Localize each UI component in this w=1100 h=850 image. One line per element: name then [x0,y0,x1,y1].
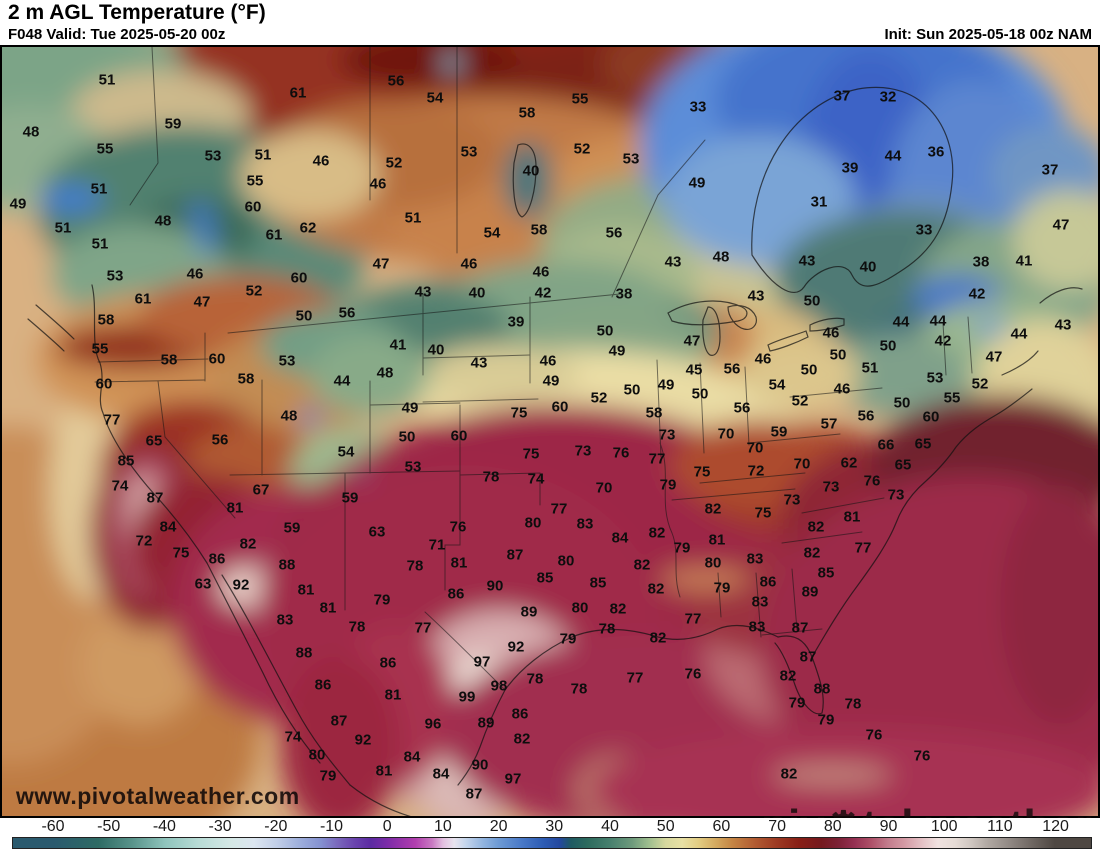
colorbar-tick: -20 [264,818,288,835]
colorbar-tick: -50 [97,818,121,835]
colorbar-tick: 90 [879,818,898,835]
site-watermark: www.pivotalweather.com [16,783,300,809]
colorbar-tick: -40 [152,818,176,835]
colorbar-tick: 10 [433,818,452,835]
colorbar-tick: 40 [601,818,619,835]
colorbar-tick: -10 [319,818,344,835]
colorbar-tick: 20 [489,818,508,835]
colorbar-tick-labels: -60 -50 -40 -30 -20 -10 0 10 20 30 40 50 60 70 80 90 100… [0,818,1100,836]
colorbar-tick: 120 [1042,818,1069,835]
colorbar-tick: 60 [712,818,731,835]
colorbar-tick: 70 [768,818,786,835]
colorbar-tick: 80 [823,818,842,835]
colorbar-tick: 100 [930,818,958,835]
colorbar-tick: -30 [208,818,232,835]
colorbar-tick: -60 [41,818,65,835]
title-bar: 2 m AGL Temperature (°F) F048 Valid: Tue… [0,0,1100,45]
colorbar: -60 -50 -40 -30 -20 -10 0 10 20 30 40 50 60 70 80 90 100… [0,818,1100,850]
model-init-time: Init: Sun 2025-05-18 00z NAM [884,26,1092,43]
colorbar-tick: 50 [656,818,675,835]
map-canvas: www.pivotalweather.com [0,45,1100,818]
colorbar-tick: 30 [545,818,564,835]
temperature-field [2,47,1098,816]
colorbar-tick: 0 [382,818,392,835]
colorbar-tick: 110 [987,818,1013,835]
colorbar-gradient [12,837,1092,849]
page-title: 2 m AGL Temperature (°F) [8,1,266,24]
forecast-valid-time: F048 Valid: Tue 2025-05-20 00z [8,26,226,43]
